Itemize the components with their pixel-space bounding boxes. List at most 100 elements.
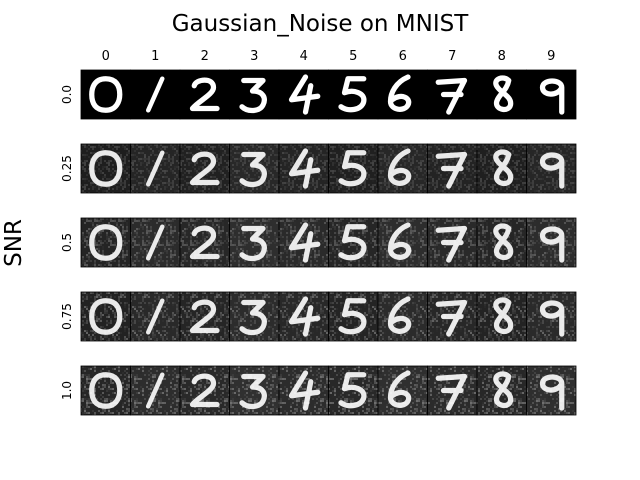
digit-image — [278, 365, 329, 416]
noise-overlay — [180, 144, 230, 193]
digit-image — [526, 217, 577, 268]
digit-image — [80, 217, 131, 268]
noise-overlay — [180, 366, 230, 415]
column-label: 1 — [151, 49, 159, 64]
digit-1-stroke — [145, 372, 165, 409]
image-background — [180, 70, 230, 119]
digit-image — [427, 143, 478, 194]
digit-image — [328, 143, 379, 194]
column-label: 8 — [498, 49, 506, 64]
digit-image — [476, 291, 527, 342]
digit-image — [427, 69, 478, 120]
digit-0-stroke — [89, 298, 123, 335]
digit-image — [80, 291, 131, 342]
digit-3-stroke — [239, 225, 267, 262]
digit-image — [278, 291, 329, 342]
digit-image — [427, 217, 478, 268]
image-row: 0.75 — [60, 291, 577, 342]
image-rows: 0.0 0.25 0.5 0.75 1.0 — [60, 69, 577, 416]
image-row: 0.0 — [60, 69, 577, 120]
digit-3-stroke — [239, 77, 267, 114]
digit-5-stroke — [338, 224, 367, 261]
digit-9-stroke — [539, 78, 565, 115]
digit-9-stroke — [539, 152, 565, 189]
column-label: 0 — [102, 49, 110, 64]
digit-0-stroke — [89, 372, 123, 409]
digit-2-stroke — [189, 77, 220, 112]
digit-image — [526, 143, 577, 194]
digit-9-stroke — [539, 374, 565, 411]
column-label: 2 — [201, 49, 209, 64]
digit-8-stroke — [493, 371, 514, 408]
digit-4-stroke — [288, 296, 321, 337]
column-label: 4 — [300, 49, 308, 64]
digit-6-stroke — [387, 148, 412, 186]
column-label: 5 — [349, 49, 357, 64]
digit-6-stroke — [387, 74, 412, 112]
cell-border — [526, 291, 577, 342]
digit-image — [278, 69, 329, 120]
digit-3-stroke — [239, 151, 267, 188]
digit-5-stroke — [338, 298, 367, 335]
digit-image — [526, 365, 577, 416]
digit-image — [179, 217, 230, 268]
digit-0-stroke — [89, 76, 123, 113]
column-label: 9 — [547, 49, 555, 64]
y-axis-label: SNR — [1, 219, 27, 267]
digit-image — [377, 143, 428, 194]
digit-4-stroke — [288, 74, 321, 115]
digit-5-stroke — [338, 372, 367, 409]
cell-border — [526, 217, 577, 268]
digit-3-stroke — [239, 373, 267, 410]
digit-image — [476, 365, 527, 416]
digit-image — [377, 291, 428, 342]
digit-2-stroke — [189, 373, 220, 408]
digit-0-stroke — [89, 150, 123, 187]
digit-image — [476, 217, 527, 268]
digit-image — [328, 291, 379, 342]
noise-overlay — [180, 218, 230, 267]
digit-8-stroke — [493, 149, 514, 186]
digit-image — [526, 69, 577, 120]
digit-image — [229, 365, 280, 416]
column-labels: 0 1 2 3 4 5 6 7 8 9 — [102, 49, 556, 64]
digit-image — [278, 143, 329, 194]
row-label: 0.25 — [60, 155, 74, 182]
digit-image — [377, 217, 428, 268]
digit-image — [80, 365, 131, 416]
cell-border — [526, 365, 577, 416]
row-label: 0.75 — [60, 303, 74, 330]
column-label: 6 — [399, 49, 407, 64]
digit-4-stroke — [288, 370, 321, 411]
digit-image — [377, 69, 428, 120]
image-row: 0.5 — [60, 217, 577, 268]
digit-7-stroke — [435, 225, 468, 263]
digit-2-stroke — [189, 151, 220, 186]
digit-0-stroke — [89, 224, 123, 261]
digit-8-stroke — [493, 75, 514, 112]
digit-7-stroke — [435, 77, 468, 115]
row-label: 0.5 — [60, 233, 74, 252]
chart-title: Gaussian_Noise on MNIST — [172, 11, 470, 37]
column-label: 3 — [250, 49, 258, 64]
digit-2-stroke — [189, 299, 220, 334]
digit-7-stroke — [435, 299, 468, 337]
digit-image — [377, 365, 428, 416]
digit-image — [328, 217, 379, 268]
digit-image — [278, 217, 329, 268]
digit-5-stroke — [338, 76, 367, 113]
digit-image — [130, 291, 181, 342]
row-label: 0.0 — [60, 85, 74, 104]
row-label: 1.0 — [60, 381, 74, 400]
digit-9-stroke — [539, 226, 565, 263]
digit-image — [80, 69, 131, 120]
digit-image — [179, 69, 230, 120]
digit-7-stroke — [435, 373, 468, 411]
cell-border — [526, 69, 577, 120]
digit-image — [427, 291, 478, 342]
digit-image — [130, 365, 181, 416]
digit-7-stroke — [435, 151, 468, 189]
digit-image — [526, 291, 577, 342]
digit-6-stroke — [387, 370, 412, 408]
digit-image — [427, 365, 478, 416]
